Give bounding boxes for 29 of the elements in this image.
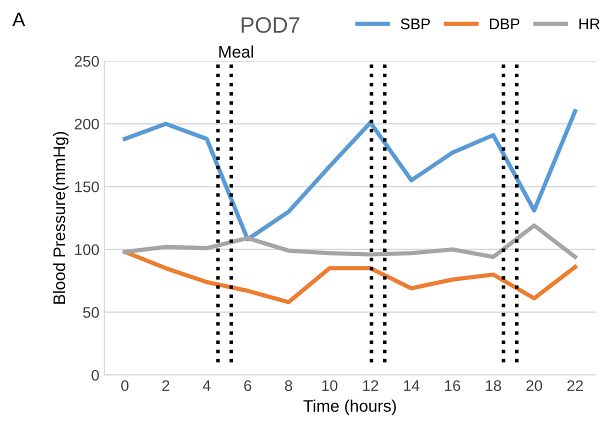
y-tick-label: 100 (75, 244, 99, 256)
line-series (122, 250, 578, 304)
x-tick-label: 10 (322, 380, 338, 392)
legend-label: DBP (490, 18, 520, 30)
x-tick-label: 4 (202, 380, 211, 391)
x-tick-label: 6 (244, 380, 252, 392)
y-tick-label: 200 (74, 118, 99, 130)
y-tick-label: 150 (75, 181, 99, 192)
legend-label: SBP (400, 18, 430, 30)
x-tick-label: 0 (121, 380, 128, 392)
x-tick-label: 18 (486, 380, 502, 392)
x-tick-label: 22 (567, 380, 583, 391)
line-series (122, 223, 578, 260)
x-axis-title: Time (hours) (303, 400, 396, 416)
line-series (122, 109, 578, 242)
ref-line-label: Meal (219, 46, 253, 58)
y-tick-label: 0 (92, 370, 99, 381)
x-tick-label: 2 (162, 380, 170, 391)
x-tick-label: 8 (284, 380, 292, 392)
chart-title: POD7 (242, 17, 300, 33)
y-axis-title: Blood Pressure(mmHg) (52, 132, 68, 304)
y-tick-label: 250 (74, 56, 99, 67)
x-tick-label: 14 (404, 380, 420, 391)
text: A (12, 12, 26, 26)
y-tick-label: 50 (83, 307, 99, 318)
x-tick-label: 16 (444, 380, 460, 392)
x-tick-label: 12 (363, 380, 378, 391)
legend-label: HR (579, 18, 600, 30)
x-tick-label: 20 (526, 380, 542, 392)
